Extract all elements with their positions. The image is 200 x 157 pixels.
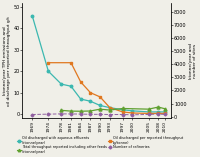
Y-axis label: ktonne/year and
number of sites: ktonne/year and number of sites — [189, 43, 197, 78]
Y-axis label: ktonne/year TPH emissions and
oil discharge per reported throughput g/t: ktonne/year TPH emissions and oil discha… — [3, 16, 11, 106]
Legend: Oil discharged with aqueous effluents
(ktonne/year), Total throughput reported i: Oil discharged with aqueous effluents (k… — [16, 135, 184, 155]
